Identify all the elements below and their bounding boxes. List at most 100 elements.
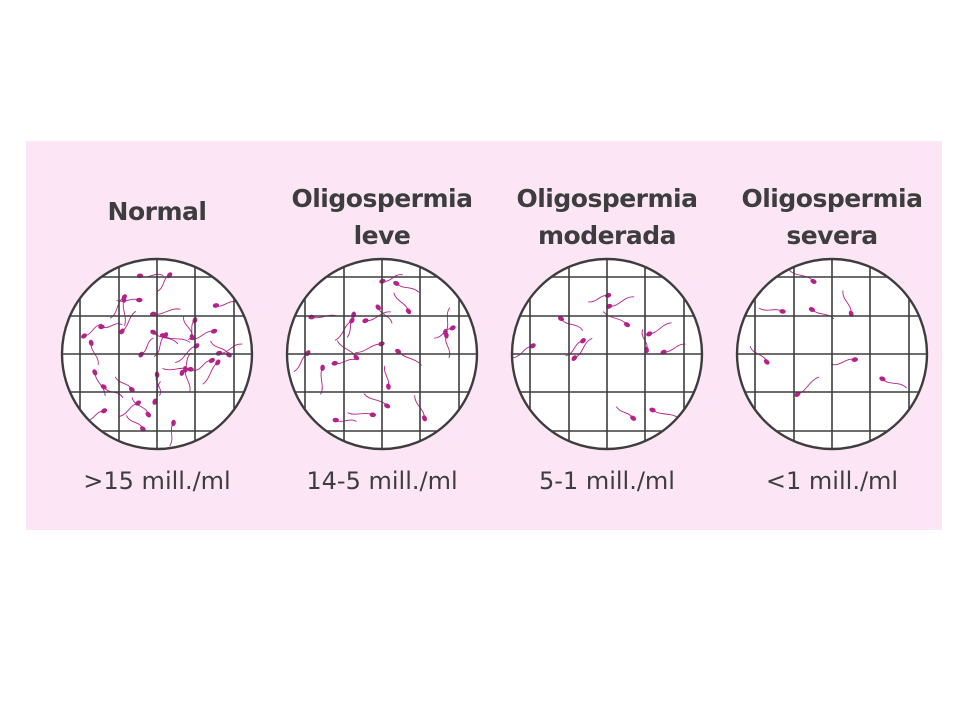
sperm-cell <box>81 323 102 339</box>
sperm-head <box>353 354 360 361</box>
sperm-head <box>98 324 105 330</box>
sperm-head <box>88 339 94 347</box>
field-outline <box>735 257 929 451</box>
sperm-head <box>210 328 218 334</box>
sperm-head <box>320 364 325 371</box>
sperm-cell <box>153 332 169 357</box>
sperm-head <box>808 307 815 312</box>
sperm-head <box>529 343 536 349</box>
sperm-cell <box>183 316 195 341</box>
sperm-cell <box>150 329 178 345</box>
sperm-head <box>92 369 98 376</box>
sperm-head <box>649 407 656 413</box>
sperm-head <box>121 296 127 303</box>
sperm-head <box>779 309 786 314</box>
sperm-cell <box>393 280 420 293</box>
sperm-cell <box>202 359 221 385</box>
sperm-cell <box>646 322 672 337</box>
sperm-cell <box>384 365 391 390</box>
sperm-head <box>183 366 188 373</box>
microscope-field <box>285 257 479 451</box>
sperm-head <box>369 412 376 418</box>
sperm-head <box>630 415 637 421</box>
sperm-head <box>851 357 858 362</box>
sperm-cell <box>183 366 191 392</box>
sperm-cell <box>649 407 680 419</box>
sperm-head <box>405 308 412 315</box>
category-title: Normal <box>52 193 262 230</box>
sperm-head <box>150 311 157 317</box>
sperm-cell <box>131 397 152 418</box>
category-title: Oligospermia moderada <box>502 180 712 254</box>
field-outline <box>285 257 479 451</box>
sperm-head <box>101 408 108 414</box>
sperm-cell <box>150 308 181 317</box>
sperm-head <box>375 304 381 311</box>
category-title: Oligospermia leve <box>277 180 487 254</box>
sperm-head <box>349 317 355 324</box>
sperm-head <box>763 359 770 365</box>
sperm-cell <box>114 376 135 393</box>
sperm-head <box>208 357 215 363</box>
sperm-head <box>646 331 653 337</box>
sperm-head <box>362 318 369 324</box>
sperm-cell <box>565 337 586 357</box>
sperm-cell <box>788 268 817 284</box>
field-outline <box>510 257 704 451</box>
sperm-head <box>384 403 391 409</box>
sperm-cell <box>375 304 393 324</box>
concentration-label: 5-1 mill./ml <box>539 467 675 495</box>
sperm-cell <box>759 307 786 314</box>
sperm-head <box>386 383 391 390</box>
sperm-head <box>879 376 886 382</box>
sperm-head <box>331 360 338 366</box>
concentration-label: >15 mill./ml <box>83 467 231 495</box>
sperm-cell <box>189 328 218 340</box>
field-outline <box>60 257 254 451</box>
sperm-head <box>794 391 801 398</box>
sperm-head <box>150 329 157 335</box>
sperm-cell <box>92 369 106 397</box>
sperm-cell <box>571 338 593 361</box>
sperm-cell <box>830 357 858 366</box>
sperm-cell <box>879 376 907 389</box>
microscope-field <box>735 257 929 451</box>
sperm-cell <box>332 417 357 423</box>
sperm-head <box>395 348 402 354</box>
sperm-cell <box>119 310 136 335</box>
sperm-head <box>557 316 565 322</box>
sperm-cell <box>336 340 360 361</box>
concentration-label: 14-5 mill./ml <box>306 467 458 495</box>
sperm-head <box>393 280 400 286</box>
sperm-head <box>444 332 449 339</box>
title-line: Normal <box>107 197 207 226</box>
sperm-head <box>171 419 176 427</box>
microscope-field <box>60 257 254 451</box>
sperm-cell <box>603 311 631 328</box>
sperm-head <box>449 325 456 331</box>
title-line: Oligospermia <box>741 184 923 213</box>
sperm-head <box>212 303 220 308</box>
sperm-head <box>128 386 135 393</box>
sperm-head <box>163 332 169 339</box>
category-oligospermia-moderada: Oligospermia moderada 5-1 mill./ml <box>502 141 712 530</box>
sperm-cell <box>794 376 820 398</box>
category-oligospermia-severa: Oligospermia severa <1 mill./ml <box>727 141 937 530</box>
sperm-head <box>119 328 125 335</box>
category-normal: Normal >15 mill./ml <box>52 141 262 530</box>
sperm-head <box>580 337 586 344</box>
sperm-cell <box>347 412 376 418</box>
title-line: moderada <box>537 221 677 250</box>
sperm-head <box>179 369 185 376</box>
sperm-head <box>810 278 817 284</box>
title-line: severa <box>786 221 878 250</box>
sperm-cell <box>162 366 194 372</box>
sperm-head <box>332 417 339 423</box>
category-oligospermia-leve: Oligospermia leve 14-5 mill./ml <box>277 141 487 530</box>
sperm-head <box>152 398 158 405</box>
sperm-head <box>145 411 152 418</box>
category-title: Oligospermia severa <box>727 180 937 254</box>
title-line: leve <box>353 221 411 250</box>
title-line: Oligospermia <box>291 184 473 213</box>
